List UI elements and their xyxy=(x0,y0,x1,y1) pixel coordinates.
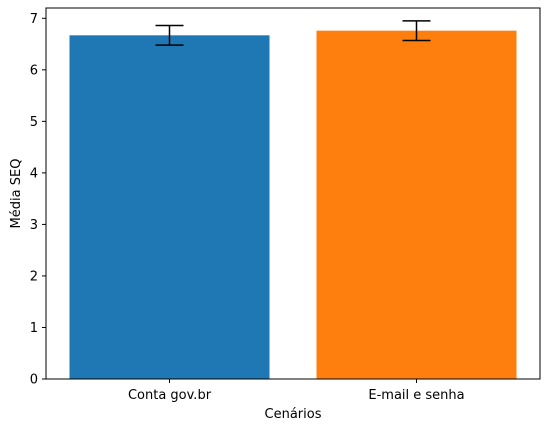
y-tick-label-3: 3 xyxy=(30,218,38,233)
y-tick-label-4: 4 xyxy=(30,166,38,181)
y-tick-label-5: 5 xyxy=(30,115,38,130)
x-tick-label-2: E-mail e senha xyxy=(368,388,464,403)
error-bars-layer xyxy=(155,20,431,46)
x-tick-label-1: Conta gov.br xyxy=(128,388,212,403)
y-tick-label-2: 2 xyxy=(30,269,38,284)
y-tick-label-0: 0 xyxy=(30,373,38,388)
bar-2 xyxy=(316,30,517,380)
y-tick-label-6: 6 xyxy=(30,63,38,78)
y-tick-label-1: 1 xyxy=(30,321,38,336)
x-axis-label: Cenários xyxy=(265,407,322,422)
y-axis: 0 1 2 3 4 5 6 7 xyxy=(30,12,46,388)
y-axis-label: Média SEQ xyxy=(9,159,24,229)
plot-frame xyxy=(45,7,541,380)
x-axis: Conta gov.br E-mail e senha xyxy=(128,379,465,403)
y-tick-label-7: 7 xyxy=(30,12,38,27)
bars-layer xyxy=(69,30,517,380)
bar-1 xyxy=(69,35,270,379)
